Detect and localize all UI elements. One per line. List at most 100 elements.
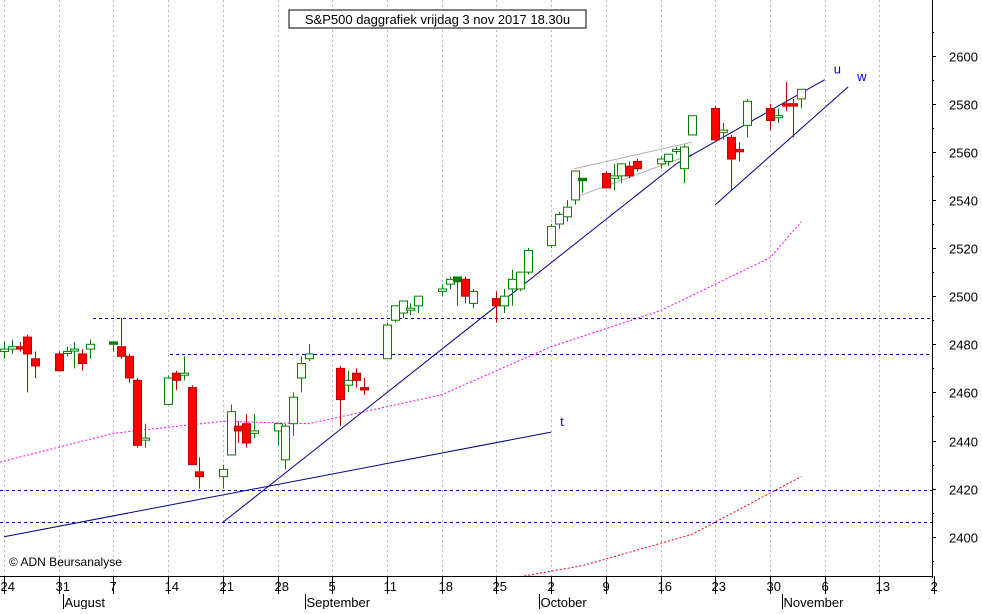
- candle-body: [414, 295, 423, 307]
- x-tick-label: 6: [822, 579, 829, 594]
- candle-body: [250, 430, 259, 434]
- watermark: © ADN Beursanalyse: [9, 555, 122, 569]
- y-tick-label: 2440: [949, 435, 978, 450]
- moving-average-line: [0, 221, 802, 463]
- wedge-line: [574, 141, 692, 170]
- moving-average-line: [472, 476, 802, 586]
- x-tick-label: 24: [1, 579, 15, 594]
- y-tick-label: 2600: [949, 50, 978, 65]
- x-tick-label: 25: [493, 579, 507, 594]
- candle-body: [578, 177, 587, 182]
- y-tick-label: 2520: [949, 242, 978, 257]
- candle-body: [516, 271, 525, 290]
- candle-body: [547, 225, 556, 247]
- x-tick-label: 7: [110, 579, 117, 594]
- candle-body: [774, 115, 783, 119]
- candle-body: [727, 136, 736, 160]
- month-label: August: [65, 595, 106, 609]
- candle-body: [164, 377, 173, 405]
- candle-body: [219, 468, 228, 478]
- candles-layer: [0, 82, 806, 489]
- candle-body: [571, 170, 580, 201]
- y-axis-panel: [932, 0, 982, 609]
- candle-body: [524, 249, 533, 273]
- candle-body: [234, 425, 243, 432]
- trendline-label: w: [856, 69, 867, 84]
- x-tick-label: 11: [384, 579, 398, 594]
- candle-body: [305, 353, 314, 360]
- candle-body: [125, 355, 134, 379]
- candle-body: [469, 290, 478, 304]
- candle-body: [391, 305, 400, 321]
- x-tick-label: 18: [439, 579, 453, 594]
- x-tick-label: 2: [548, 579, 555, 594]
- x-axis-panel: [0, 576, 982, 609]
- x-tick-label: 13: [876, 579, 890, 594]
- x-tick-label: 21: [220, 579, 234, 594]
- candle-body: [406, 307, 415, 311]
- trendline-layer: t u w: [3, 62, 867, 538]
- x-tick-label: 2: [931, 579, 938, 594]
- candle-body: [188, 387, 197, 466]
- candle-body: [227, 411, 236, 456]
- title-box: S&P500 daggrafiek vrijdag 3 nov 2017 18.…: [288, 9, 587, 29]
- candle-body: [63, 351, 72, 355]
- candle-body: [461, 278, 470, 297]
- candle-body: [508, 278, 517, 290]
- candle-body: [383, 324, 392, 360]
- candle-body: [70, 348, 79, 352]
- candle-body: [8, 346, 17, 350]
- chart-title: S&P500 daggrafiek vrijdag 3 nov 2017 18.…: [305, 12, 570, 27]
- candle-body: [180, 372, 189, 376]
- y-tick-label: 2400: [949, 531, 978, 546]
- candle-body: [242, 423, 251, 444]
- candle-body: [453, 276, 462, 283]
- trendline: [714, 86, 849, 206]
- candle-body: [195, 471, 204, 478]
- candle-body: [336, 367, 345, 401]
- candle-body: [133, 379, 142, 446]
- candle-body: [86, 343, 95, 350]
- candle-body: [672, 148, 681, 152]
- candle-body: [141, 437, 150, 441]
- candle-body: [735, 148, 744, 153]
- y-tick-label: 2580: [949, 98, 978, 113]
- x-tick-label: 28: [275, 579, 289, 594]
- trendline-label: u: [834, 62, 841, 77]
- moving-average-layer: [0, 221, 802, 586]
- x-tick-label: 31: [56, 579, 70, 594]
- candle-body: [281, 425, 290, 461]
- candle-body: [31, 358, 40, 367]
- candle-body: [172, 372, 181, 381]
- candle-body: [297, 363, 306, 379]
- x-tick-label: 16: [658, 579, 672, 594]
- candle-body: [492, 298, 501, 307]
- trendline-label: t: [560, 414, 564, 429]
- candle-body: [602, 172, 611, 189]
- trendline: [222, 163, 677, 523]
- x-tick-label: 23: [712, 579, 726, 594]
- candle-body: [688, 115, 697, 136]
- candle-body: [344, 379, 353, 386]
- candle-body: [680, 146, 689, 170]
- candle-body: [500, 295, 509, 307]
- candle-body: [289, 396, 298, 425]
- y-tick-label: 2560: [949, 146, 978, 161]
- candle-body: [399, 300, 408, 314]
- candle-body: [352, 372, 361, 381]
- candle-body: [711, 108, 720, 141]
- x-tick-label: 30: [767, 579, 781, 594]
- trendline: [3, 431, 552, 538]
- candle-body: [797, 88, 806, 100]
- y-tick-label: 2420: [949, 483, 978, 498]
- y-tick-label: 2540: [949, 194, 978, 209]
- candle-body: [360, 387, 369, 391]
- candle-body: [766, 108, 775, 122]
- candle-body: [719, 129, 728, 134]
- candle-body: [555, 213, 564, 225]
- y-tick-label: 2480: [949, 338, 978, 353]
- x-tick-label: 5: [329, 579, 336, 594]
